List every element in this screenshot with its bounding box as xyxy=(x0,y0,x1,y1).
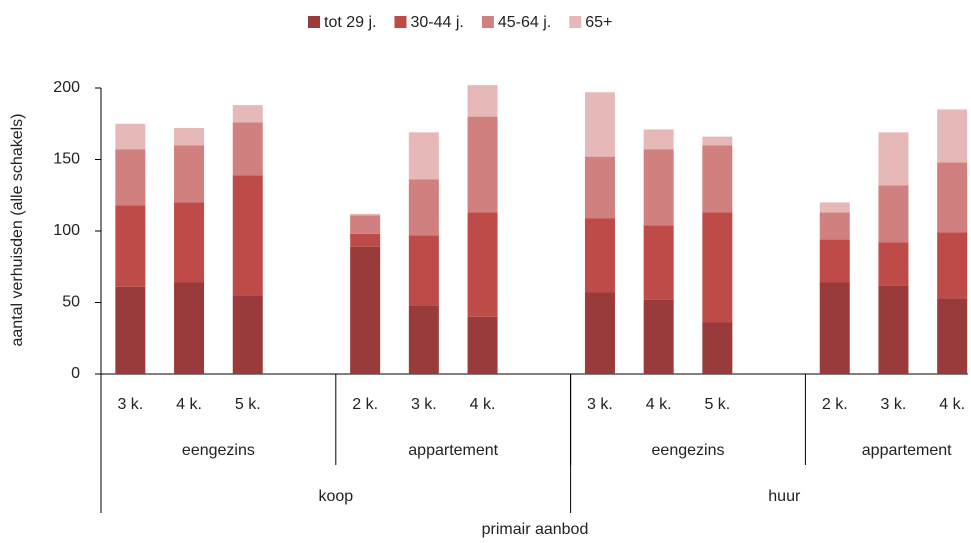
x-tick-label: 5 k. xyxy=(704,396,730,413)
bar-segment xyxy=(702,322,733,374)
y-tick-label: 200 xyxy=(53,79,80,96)
legend-swatch xyxy=(481,16,494,28)
x-tick-label: 4 k. xyxy=(176,396,202,413)
bar-segment xyxy=(702,136,733,146)
bar-segment xyxy=(350,246,381,374)
bar-segment xyxy=(584,92,615,157)
x-tick-label: 3 k. xyxy=(117,396,143,413)
bar-segment xyxy=(350,213,381,216)
bar-segment xyxy=(878,285,909,374)
legend-swatch xyxy=(394,16,407,28)
bar-segment xyxy=(584,156,615,219)
bar-segment xyxy=(232,295,263,374)
subgroup-label: eengezins xyxy=(652,442,725,459)
subgroup-label: appartement xyxy=(408,442,498,459)
x-tick-label: 3 k. xyxy=(411,396,437,413)
legend-swatch xyxy=(569,16,582,28)
group-label: koop xyxy=(318,488,353,505)
bar-segment xyxy=(878,242,909,286)
x-tick-label: 4 k. xyxy=(646,396,672,413)
x-axis-title: primair aanbod xyxy=(482,521,589,538)
bar-segment xyxy=(467,212,498,317)
bar-segment xyxy=(467,116,498,213)
legend-label: 65+ xyxy=(585,14,612,31)
subgroup-label: appartement xyxy=(862,442,952,459)
bar-segment xyxy=(350,215,381,234)
bar-segment xyxy=(408,132,439,180)
legend-label: tot 29 j. xyxy=(324,14,376,31)
bar-segment xyxy=(643,129,674,150)
bar-segment xyxy=(937,162,968,233)
bar-segment xyxy=(937,232,968,299)
bar-segment xyxy=(232,175,263,296)
x-tick-label: 4 k. xyxy=(939,396,965,413)
bar-segment xyxy=(115,286,146,374)
bar-segment xyxy=(702,212,733,323)
bar-segment xyxy=(115,205,146,287)
bar-segment xyxy=(584,292,615,374)
group-label: huur xyxy=(768,488,801,505)
bar-segment xyxy=(643,225,674,300)
x-tick-label: 2 k. xyxy=(822,396,848,413)
legend-swatch xyxy=(308,16,320,28)
bar-segment xyxy=(643,299,674,374)
y-tick-label: 0 xyxy=(71,365,80,382)
bar-segment xyxy=(819,212,850,240)
bar-segment xyxy=(408,179,439,236)
bar-segment xyxy=(174,202,205,283)
bar-segment xyxy=(819,202,850,213)
bar-segment xyxy=(350,233,381,247)
y-axis-title: aantal verhuisden (alle schakels) xyxy=(9,113,26,346)
x-tick-label: 5 k. xyxy=(235,396,261,413)
bar-segment xyxy=(643,149,674,226)
x-tick-label: 3 k. xyxy=(881,396,907,413)
bar-segment xyxy=(702,145,733,213)
legend-label: 45-64 j. xyxy=(498,14,551,31)
bar-segment xyxy=(878,185,909,243)
bar-segment xyxy=(408,235,439,306)
bar-segment xyxy=(174,282,205,374)
legend-label: 30-44 j. xyxy=(410,14,463,31)
subgroup-label: eengezins xyxy=(182,442,255,459)
bar-segment xyxy=(174,128,205,146)
y-tick-label: 100 xyxy=(53,222,80,239)
bar-segment xyxy=(115,149,146,206)
x-tick-label: 3 k. xyxy=(587,396,613,413)
x-tick-label: 4 k. xyxy=(470,396,496,413)
bar-segment xyxy=(232,105,263,123)
bar-segment xyxy=(937,298,968,374)
bar-segment xyxy=(467,316,498,374)
bar-segment xyxy=(819,239,850,283)
y-tick-label: 50 xyxy=(62,294,80,311)
y-tick-label: 150 xyxy=(53,151,80,168)
x-tick-label: 2 k. xyxy=(352,396,378,413)
bar-segment xyxy=(819,282,850,374)
bar-segment xyxy=(937,109,968,163)
bar-segment xyxy=(467,85,498,117)
bar-segment xyxy=(878,132,909,186)
bar-segment xyxy=(408,305,439,374)
bar-segment xyxy=(232,122,263,176)
bar-segment xyxy=(174,145,205,203)
bar-segment xyxy=(115,123,146,150)
bar-segment xyxy=(584,218,615,293)
